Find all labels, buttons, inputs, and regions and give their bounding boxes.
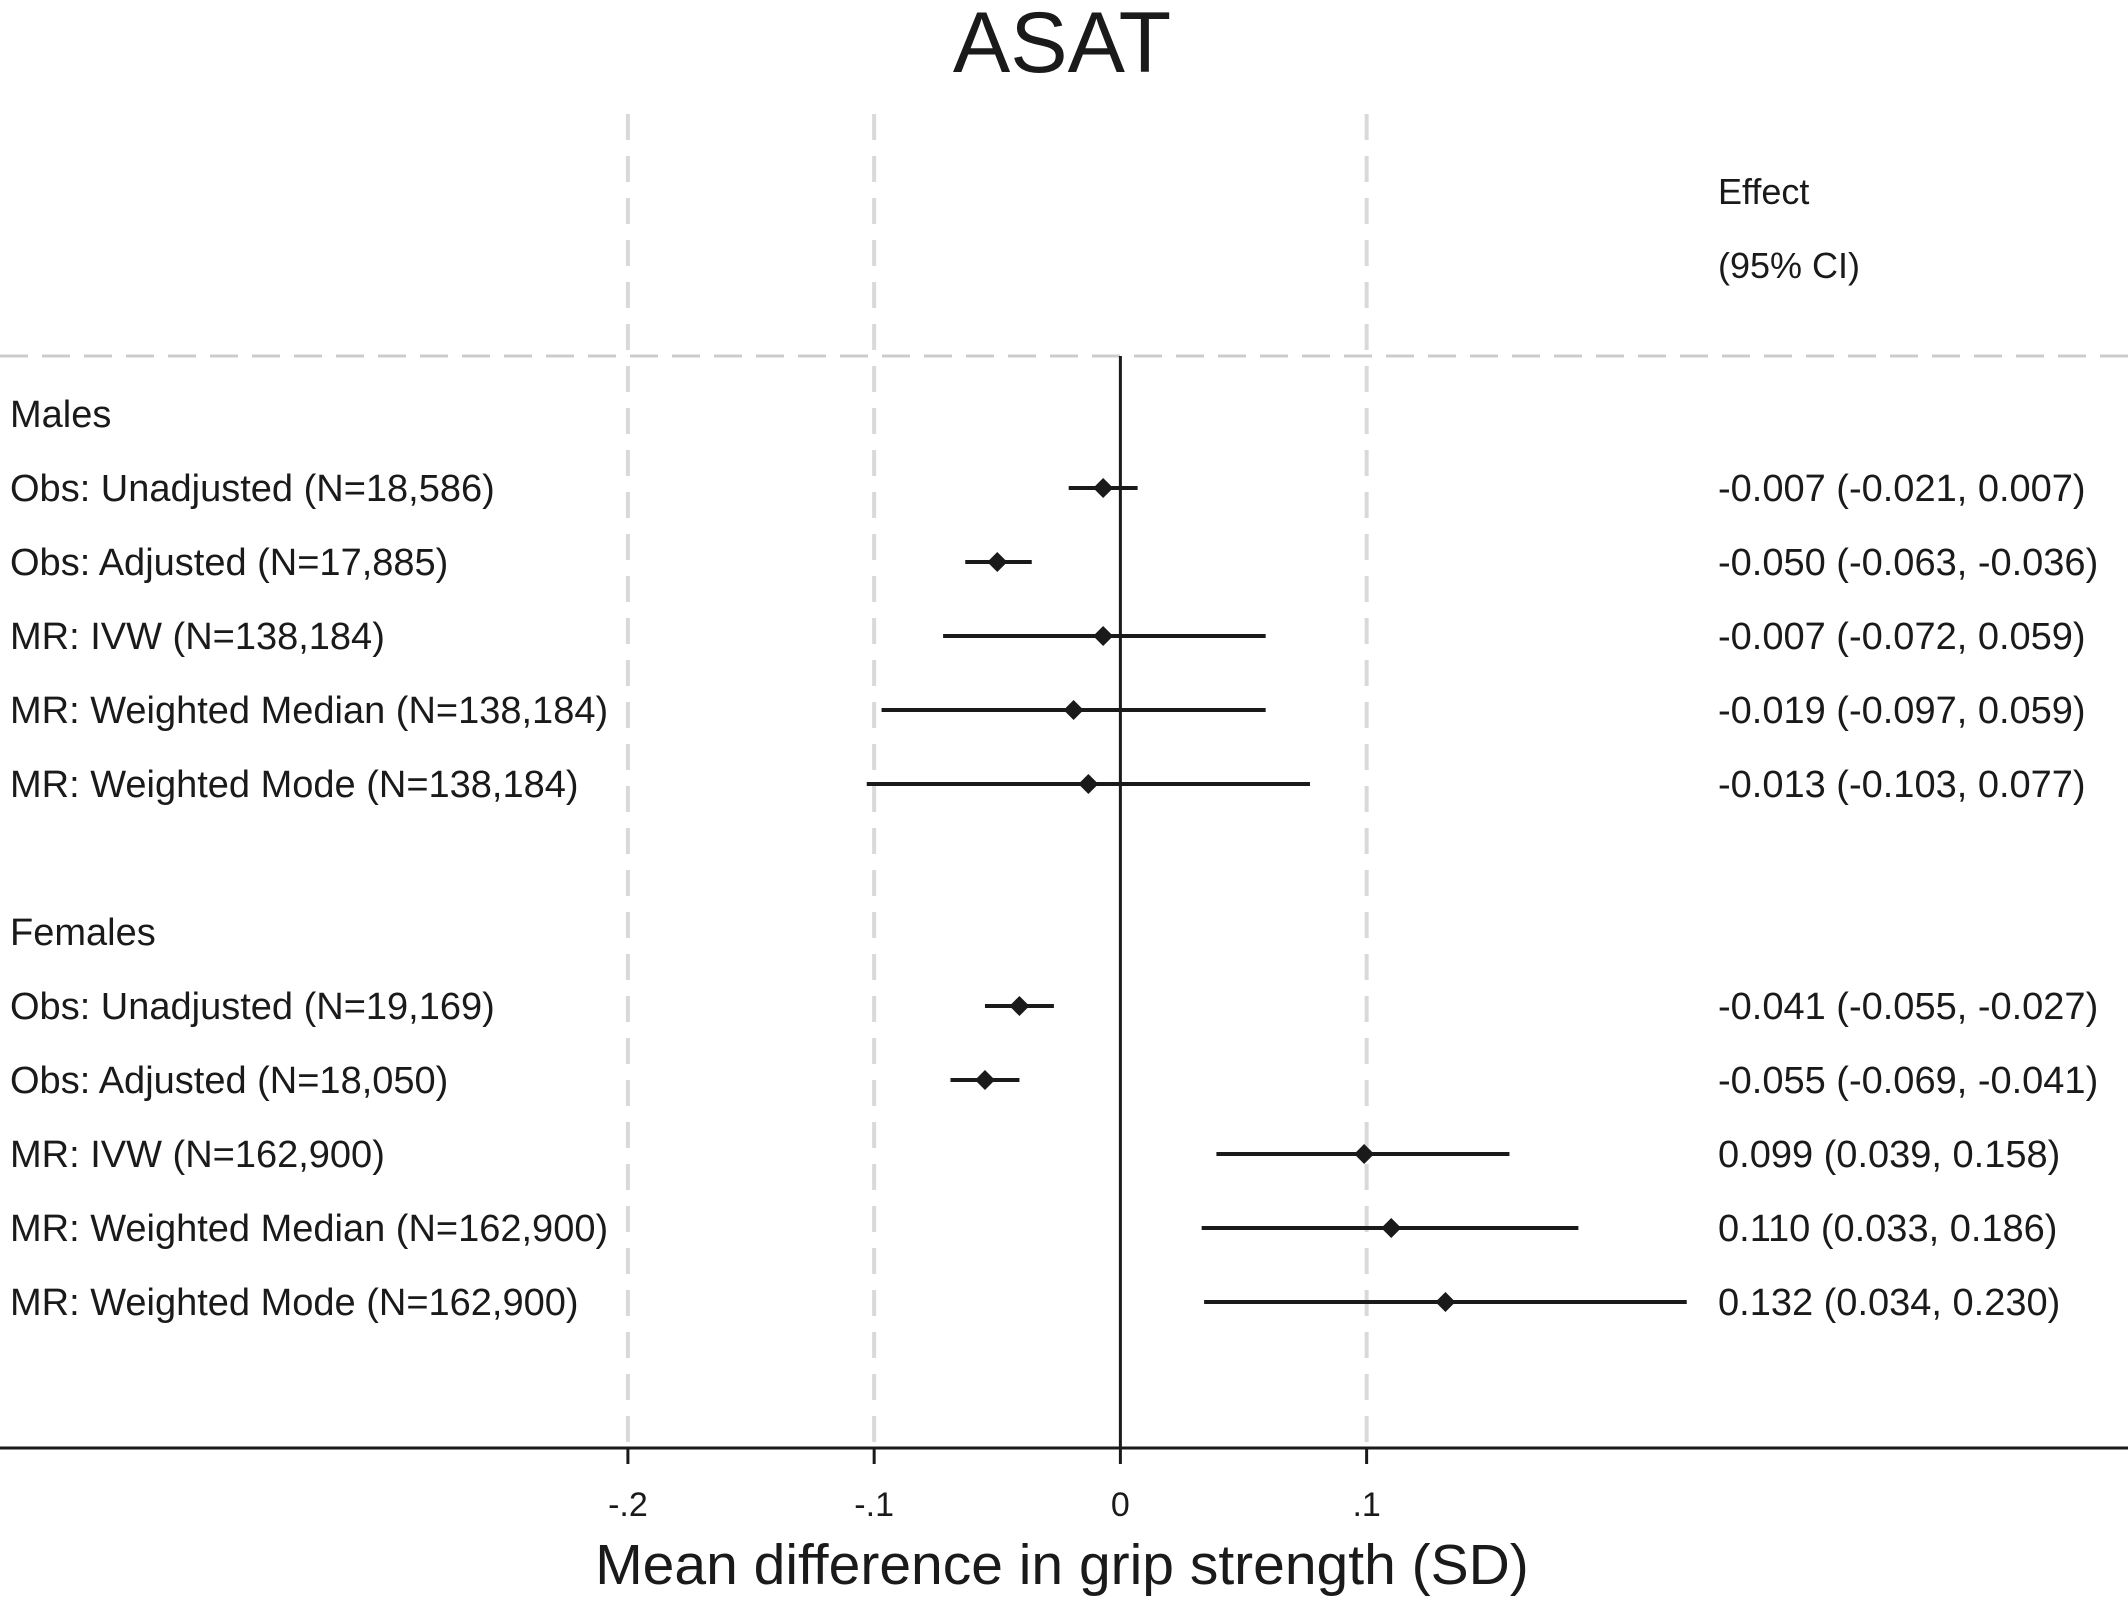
- x-axis-ticks: -.2 -.1 0 .1: [608, 1448, 1381, 1524]
- row-label: MR: Weighted Mode (N=138,184): [10, 764, 579, 806]
- effect-value: -0.013 (-0.103, 0.077): [1718, 764, 2086, 806]
- effect-value: -0.050 (-0.063, -0.036): [1718, 542, 2098, 584]
- tick-label: 0: [1111, 1486, 1130, 1524]
- effect-value: 0.099 (0.039, 0.158): [1718, 1134, 2060, 1176]
- row-label: MR: Weighted Mode (N=162,900): [10, 1282, 579, 1324]
- forest-rows: Males Obs: Unadjusted (N=18,586) -0.007 (-…: [10, 394, 2098, 1324]
- effect-value: -0.041 (-0.055, -0.027): [1718, 986, 2098, 1028]
- row-label: Obs: Adjusted (N=18,050): [10, 1060, 448, 1102]
- tick-label: -.1: [854, 1486, 894, 1524]
- tick-label: .1: [1352, 1486, 1380, 1524]
- effect-value: 0.110 (0.033, 0.186): [1718, 1208, 2057, 1250]
- effect-value: 0.132 (0.034, 0.230): [1718, 1282, 2060, 1324]
- x-axis-label: Mean difference in grip strength (SD): [595, 1533, 1529, 1597]
- point-estimate-marker: [1093, 478, 1114, 498]
- row-label: MR: Weighted Median (N=138,184): [10, 690, 608, 732]
- row-label: MR: Weighted Median (N=162,900): [10, 1208, 608, 1250]
- row-label: Obs: Unadjusted (N=18,586): [10, 468, 495, 510]
- chart-title: ASAT: [953, 0, 1171, 91]
- row-label: Obs: Adjusted (N=17,885): [10, 542, 448, 584]
- effect-value: -0.019 (-0.097, 0.059): [1718, 690, 2086, 732]
- row-label: MR: IVW (N=138,184): [10, 616, 385, 658]
- point-estimate-marker: [974, 1070, 995, 1090]
- effect-value: -0.055 (-0.069, -0.041): [1718, 1060, 2098, 1102]
- row-label: Obs: Unadjusted (N=19,169): [10, 986, 495, 1028]
- row-label: MR: IVW (N=162,900): [10, 1134, 385, 1176]
- point-estimate-marker: [1093, 626, 1114, 646]
- vertical-gridlines: [625, 114, 1369, 1448]
- ci-column-header: (95% CI): [1718, 245, 1860, 286]
- effect-value: -0.007 (-0.021, 0.007): [1718, 468, 2086, 510]
- effect-column-header: Effect: [1718, 171, 1809, 212]
- tick-label: -.2: [608, 1486, 648, 1524]
- point-estimate-marker: [1381, 1218, 1402, 1238]
- point-estimate-marker: [1354, 1144, 1375, 1164]
- point-estimate-marker: [1063, 700, 1084, 720]
- point-estimate-marker: [1435, 1292, 1456, 1312]
- effect-value: -0.007 (-0.072, 0.059): [1718, 616, 2086, 658]
- point-estimate-marker: [1078, 774, 1099, 794]
- point-estimate-marker: [1009, 996, 1030, 1016]
- group-heading: Females: [10, 912, 156, 954]
- point-estimate-marker: [987, 552, 1008, 572]
- group-heading: Males: [10, 394, 111, 436]
